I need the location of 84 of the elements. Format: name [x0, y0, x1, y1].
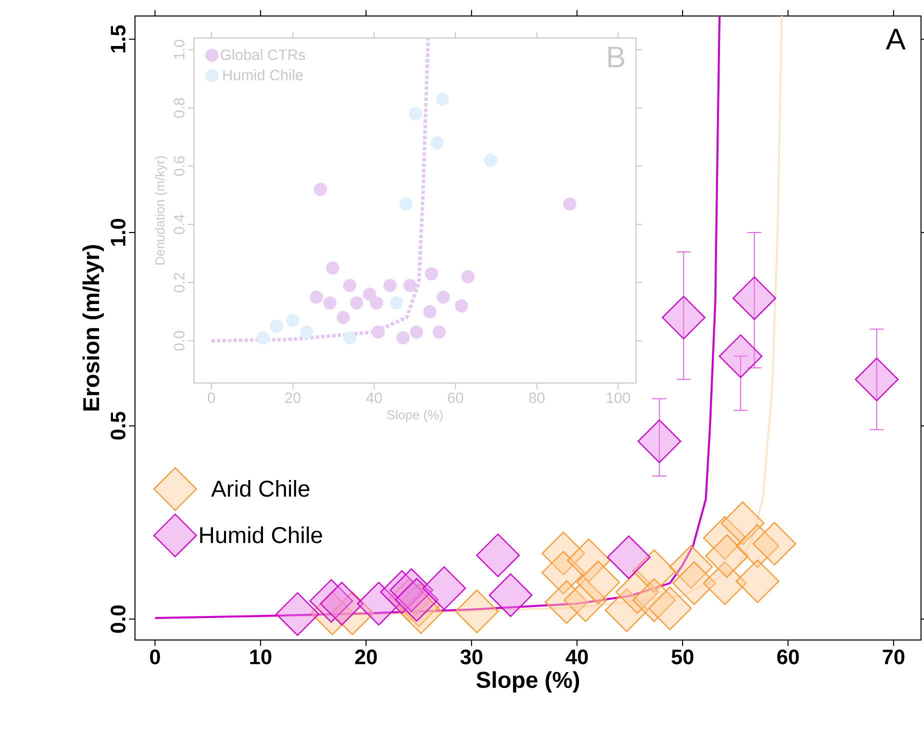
point — [410, 325, 424, 339]
y-tick-label: 0.0 — [110, 605, 126, 633]
point — [300, 325, 314, 339]
x-tick-label: 60 — [448, 392, 464, 404]
point — [705, 534, 749, 578]
point — [718, 334, 762, 378]
y-axis-title: Denudation (m/kyr) — [154, 156, 168, 264]
x-tick-label: 30 — [460, 650, 482, 664]
y-tick-label: 1.0 — [110, 218, 126, 246]
point — [424, 267, 438, 280]
point — [270, 320, 284, 333]
y-tick-label: 0.2 — [174, 272, 184, 292]
y-tick-label: 0.8 — [174, 98, 184, 118]
point — [436, 92, 450, 106]
point — [323, 296, 336, 310]
point — [430, 136, 444, 150]
point — [396, 331, 410, 344]
point — [286, 314, 300, 327]
legend-label: Humid Chile — [200, 526, 322, 544]
point — [752, 522, 796, 566]
x-tick-label: 40 — [566, 650, 588, 664]
legend-label: Arid Chile — [211, 480, 310, 497]
y-tick-label: 0.6 — [174, 156, 184, 176]
point — [343, 278, 356, 292]
point — [461, 270, 475, 284]
point — [638, 419, 682, 464]
annotation: A — [886, 28, 906, 50]
x-tick-label: 70 — [882, 650, 904, 664]
x-tick-label: 80 — [529, 392, 545, 404]
y-tick-label: 0.5 — [110, 412, 126, 440]
annotation: B — [608, 46, 624, 68]
y-tick-label: 1.5 — [110, 25, 126, 52]
point — [432, 325, 446, 339]
point — [732, 276, 776, 320]
x-tick-label: 10 — [250, 650, 272, 664]
point — [409, 107, 422, 120]
point — [363, 288, 376, 301]
point — [399, 197, 412, 211]
x-axis-title: Slope (%) — [387, 410, 443, 422]
y-tick-label: 1.0 — [174, 40, 184, 59]
y-tick-label: 0.0 — [174, 330, 184, 351]
point — [343, 331, 356, 344]
point — [736, 559, 780, 604]
point — [436, 290, 450, 304]
point — [454, 299, 468, 312]
x-tick-label: 40 — [366, 392, 382, 404]
point — [563, 197, 576, 211]
point — [350, 296, 364, 310]
point — [326, 261, 340, 275]
x-tick-label: 50 — [672, 650, 694, 664]
point — [394, 578, 439, 622]
point — [336, 310, 350, 324]
x-tick-label: 20 — [285, 392, 301, 404]
point — [310, 290, 323, 304]
point — [372, 325, 385, 339]
y-axis-title: Erosion (m/kyr) — [82, 245, 104, 411]
point — [476, 534, 520, 578]
point — [455, 590, 499, 634]
point — [422, 566, 466, 610]
point — [488, 573, 532, 617]
x-tick-label: 0 — [208, 392, 216, 404]
point — [484, 154, 498, 167]
legend-label: Humid Chile — [223, 69, 303, 80]
point — [390, 296, 404, 310]
point — [370, 296, 384, 310]
point — [403, 278, 417, 292]
legend-label: Global CTRs — [220, 49, 305, 60]
x-axis-title: Slope (%) — [476, 671, 580, 693]
x-tick-label: 0 — [150, 650, 160, 664]
point — [606, 535, 651, 580]
point — [662, 296, 706, 340]
x-tick-label: 60 — [777, 650, 799, 664]
point — [256, 331, 270, 344]
point — [276, 592, 320, 636]
x-tick-label: 20 — [355, 650, 377, 664]
x-tick-label: 100 — [606, 392, 630, 404]
point — [576, 560, 620, 604]
y-tick-label: 0.4 — [174, 214, 184, 234]
point — [383, 278, 397, 292]
point — [423, 305, 436, 318]
point — [648, 586, 692, 630]
point — [314, 182, 328, 196]
point — [854, 358, 899, 402]
line-series — [210, 36, 430, 343]
